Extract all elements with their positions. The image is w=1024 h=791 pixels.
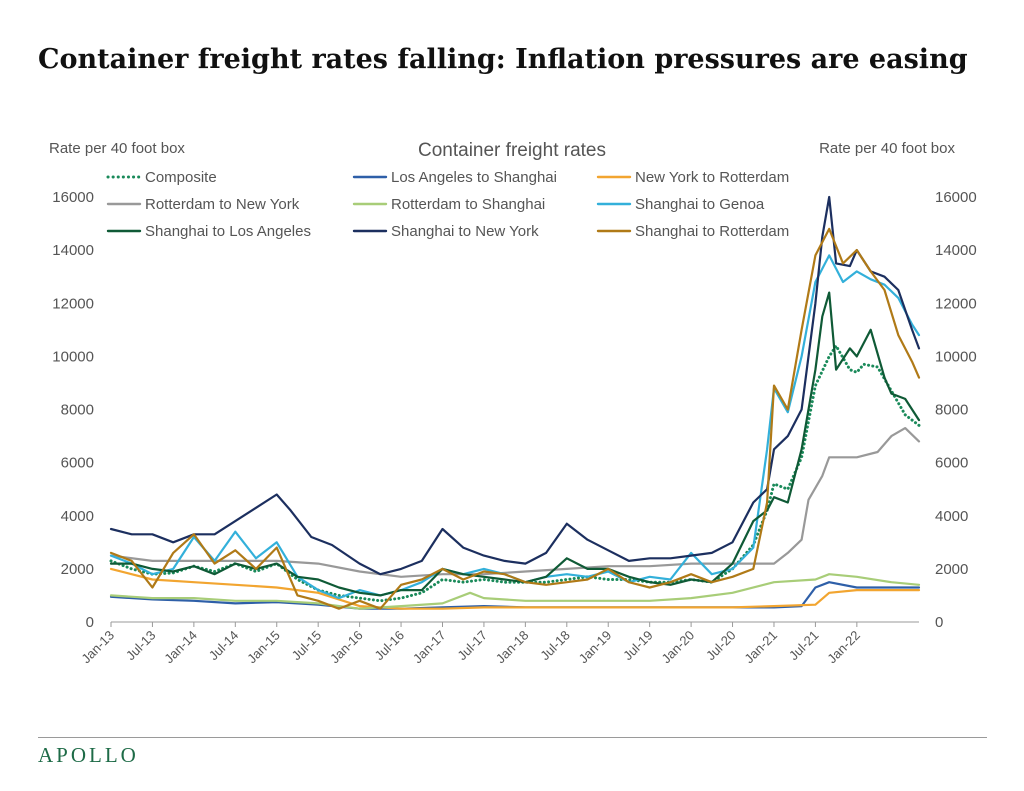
- x-tick-label: Jan-17: [410, 628, 449, 667]
- legend-label: Shanghai to Los Angeles: [145, 223, 311, 240]
- legend-label: Rotterdam to New York: [145, 196, 300, 213]
- legend-label: Rotterdam to Shanghai: [391, 196, 545, 213]
- series-line-composite: [109, 344, 921, 603]
- x-tick-label: Jan-15: [244, 628, 283, 667]
- y-tick-label-right: 8000: [935, 402, 968, 419]
- page-title: Container freight rates falling: Inflati…: [38, 44, 968, 75]
- y-tick-label-right: 14000: [935, 242, 977, 259]
- y-tick-label-right: 12000: [935, 295, 977, 312]
- x-tick-label: Jul-21: [786, 628, 822, 664]
- x-tick-label: Jul-19: [620, 628, 656, 664]
- legend-label: Los Angeles to Shanghai: [391, 169, 557, 186]
- y-axis-label-left: Rate per 40 foot box: [49, 140, 185, 157]
- y-tick-label-left: 14000: [52, 242, 94, 259]
- y-tick-label-left: 4000: [61, 508, 94, 525]
- y-tick-label-right: 0: [935, 614, 943, 631]
- series-line-shanghai-to-rotterdam: [109, 227, 921, 610]
- legend-label: Shanghai to Rotterdam: [635, 223, 789, 240]
- y-axis-label-right: Rate per 40 foot box: [819, 140, 955, 157]
- legend-label: Shanghai to Genoa: [635, 196, 765, 213]
- y-tick-label-left: 0: [86, 614, 94, 631]
- x-tick-label: Jan-14: [161, 628, 200, 667]
- series-line-shanghai-to-new-york: [109, 195, 921, 576]
- x-tick-label: Jul-17: [454, 628, 490, 664]
- x-tick-label: Jul-18: [537, 628, 573, 664]
- series-line-rotterdam-to-shanghai: [109, 573, 921, 610]
- x-tick-label: Jul-20: [703, 628, 739, 664]
- apollo-logo: APOLLO: [38, 743, 139, 767]
- y-tick-label-right: 4000: [935, 508, 968, 525]
- x-tick-label: Jul-13: [123, 628, 159, 664]
- series-line-shanghai-to-los-angeles: [109, 291, 921, 597]
- y-tick-label-right: 2000: [935, 561, 968, 578]
- series-line-shanghai-to-genoa: [109, 254, 921, 600]
- y-tick-label-left: 10000: [52, 348, 94, 365]
- legend-label: Shanghai to New York: [391, 223, 539, 240]
- x-tick-label: Jul-16: [372, 628, 408, 664]
- x-tick-label: Jan-16: [327, 628, 366, 667]
- chart-title: Container freight rates: [418, 140, 606, 161]
- y-tick-label-right: 16000: [935, 189, 977, 206]
- x-tick-label: Jan-22: [824, 628, 863, 667]
- x-tick-label: Jul-15: [289, 628, 325, 664]
- y-tick-label-left: 6000: [61, 455, 94, 472]
- y-tick-label-right: 10000: [935, 348, 977, 365]
- y-tick-label-left: 8000: [61, 402, 94, 419]
- x-tick-label: Jan-19: [576, 628, 615, 667]
- freight-rates-chart: Container freight rates Rate per 40 foot …: [49, 140, 977, 667]
- series-line-new-york-to-rotterdam: [109, 567, 921, 610]
- x-tick-label: Jul-14: [206, 628, 242, 664]
- x-tick-label: Jan-21: [741, 628, 780, 667]
- legend-label: Composite: [145, 169, 217, 186]
- legend-label: New York to Rotterdam: [635, 169, 789, 186]
- y-tick-label-left: 16000: [52, 189, 94, 206]
- series-line-rotterdam-to-new-york: [109, 427, 921, 578]
- y-tick-label-right: 6000: [935, 455, 968, 472]
- y-tick-label-left: 12000: [52, 295, 94, 312]
- footer-divider: [38, 737, 987, 738]
- y-tick-label-left: 2000: [61, 561, 94, 578]
- x-tick-label: Jan-18: [493, 628, 532, 667]
- x-tick-label: Jan-13: [78, 628, 117, 667]
- x-tick-label: Jan-20: [659, 628, 698, 667]
